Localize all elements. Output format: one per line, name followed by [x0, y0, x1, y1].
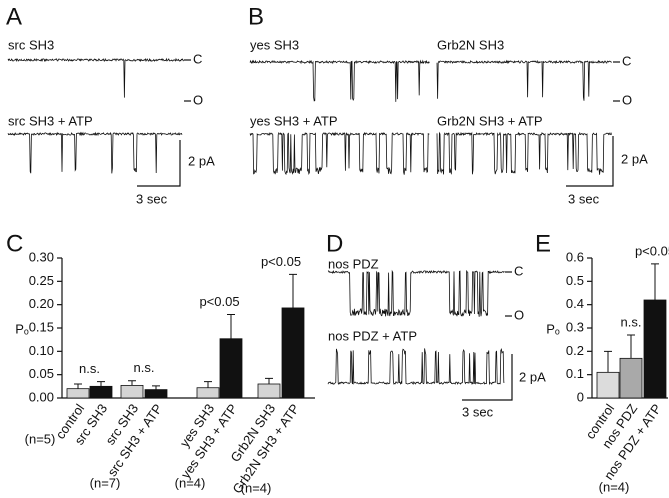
scale-label: 2 pA [621, 151, 648, 166]
y-tick-label: 0.6 [566, 249, 584, 264]
y-tick-label: 0.30 [29, 249, 54, 264]
y-tick-label: 0 [577, 389, 584, 404]
bar [596, 371, 620, 399]
group-label: (n=4) [241, 480, 272, 495]
panel-label: D [326, 230, 343, 257]
bar [257, 383, 281, 399]
bar [219, 338, 243, 399]
closed-label: C [193, 51, 202, 66]
current-trace [436, 59, 612, 101]
y-tick-label: 0.3 [566, 319, 584, 334]
y-tick-label: 0.20 [29, 296, 54, 311]
current-trace [327, 269, 505, 317]
scale-bar [137, 140, 181, 187]
y-tick-label: 0.5 [566, 273, 584, 288]
trace-title: yes SH3 + ATP [250, 113, 338, 128]
error-bar [128, 380, 136, 386]
bar [89, 385, 113, 399]
current-trace [249, 59, 430, 102]
scale-label: 2 pA [519, 369, 546, 384]
current-trace [436, 131, 612, 175]
bar [643, 299, 667, 399]
trace-title: Grb2N SH3 + ATP [437, 113, 543, 128]
current-trace [327, 347, 505, 386]
group-label: (n=4) [599, 479, 630, 494]
trace-title: nos PDZ + ATP [328, 328, 417, 343]
y-axis-label: Pₒ [15, 321, 29, 336]
y-tick-label: 0.10 [29, 343, 54, 358]
current-trace [249, 131, 430, 176]
annotation: n.s. [79, 361, 100, 376]
error-bar [627, 334, 635, 359]
closed-label: C [622, 53, 631, 68]
open-label: O [193, 92, 203, 107]
group-label: (n=4) [175, 475, 206, 490]
y-tick-label: 0.05 [29, 366, 54, 381]
scale-label: 3 sec [136, 191, 168, 206]
y-tick-label: 0.2 [566, 343, 584, 358]
trace-title: Grb2N SH3 [437, 37, 504, 52]
panel-label: B [248, 3, 264, 30]
scale-label: 3 sec [462, 404, 494, 419]
error-bar [152, 385, 160, 390]
current-trace [7, 131, 183, 174]
y-tick-label: 0.1 [566, 366, 584, 381]
annotation: p<0.05 [199, 294, 239, 309]
annotation: p<0.05 [635, 243, 669, 258]
closed-label: C [514, 263, 523, 278]
trace-title: yes SH3 [250, 37, 299, 52]
panel-label: A [6, 3, 22, 30]
bar [281, 307, 305, 399]
error-bar [265, 377, 273, 384]
open-label: O [622, 92, 632, 107]
error-bar [651, 263, 659, 300]
error-bar [604, 350, 612, 373]
error-bar [74, 383, 82, 389]
scale-bar [566, 136, 614, 187]
bar [66, 388, 90, 399]
y-tick-label: 0.4 [566, 296, 584, 311]
bar [196, 387, 220, 399]
error-bar [97, 381, 105, 387]
group-label: (n=7) [90, 475, 121, 490]
y-tick-label: 0.25 [29, 273, 54, 288]
panel-label: E [535, 230, 551, 257]
error-bar [204, 381, 212, 388]
annotation: p<0.05 [261, 254, 301, 269]
scale-label: 3 sec [568, 191, 600, 206]
trace-title: nos PDZ [328, 256, 379, 271]
error-bar [289, 273, 297, 308]
error-bar [227, 313, 235, 339]
open-label: O [514, 307, 524, 322]
group-label: (n=5) [25, 431, 56, 446]
trace-title: src SH3 [8, 37, 54, 52]
bar [619, 357, 643, 399]
annotation: n.s. [134, 360, 155, 375]
current-trace [7, 57, 184, 98]
y-tick-label: 0.00 [29, 389, 54, 404]
trace-title: src SH3 + ATP [8, 113, 93, 128]
y-tick-label: 0.15 [29, 319, 54, 334]
bar [144, 389, 168, 399]
panel-label: C [6, 230, 23, 257]
scale-label: 2 pA [188, 153, 215, 168]
y-axis-label: Pₒ [546, 321, 560, 336]
scale-bar [462, 354, 513, 401]
bar [120, 384, 144, 399]
annotation: n.s. [621, 314, 642, 329]
